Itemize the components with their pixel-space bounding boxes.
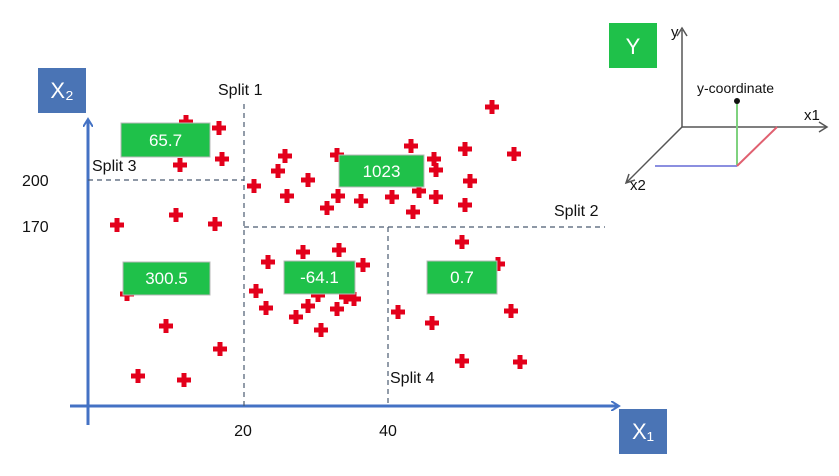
y-output-box: Y <box>609 23 657 68</box>
x2-axis-name-box: X₂ <box>38 68 86 113</box>
data-point-marker <box>385 190 399 204</box>
data-point-marker <box>331 189 345 203</box>
data-point-marker <box>458 142 472 156</box>
data-point-marker <box>296 245 310 259</box>
data-point-marker <box>289 310 303 324</box>
y-tick-200: 200 <box>22 173 49 190</box>
region-value: 65.7 <box>149 131 182 150</box>
x1-axis-name: X₁ <box>632 419 654 444</box>
inset-axis-y-label: y <box>671 24 679 41</box>
data-point-marker <box>458 198 472 212</box>
data-point-marker <box>404 139 418 153</box>
region-value: 0.7 <box>450 268 474 287</box>
split-2-label: Split 2 <box>554 203 599 220</box>
y-tick-170: 170 <box>22 219 49 236</box>
region-box-bottom-left: 300.5 <box>122 261 211 296</box>
data-point-marker <box>391 305 405 319</box>
data-point-marker <box>179 115 193 129</box>
region-box-top-middle: 1023 <box>338 154 425 188</box>
data-point-marker <box>213 342 227 356</box>
x-tick-20: 20 <box>234 423 252 440</box>
data-point-marker <box>332 243 346 257</box>
data-point-marker <box>110 218 124 232</box>
data-point-marker <box>159 319 173 333</box>
data-point-marker <box>425 316 439 330</box>
data-point-marker <box>271 164 285 178</box>
data-point-marker <box>280 189 294 203</box>
inset-axis-x1-label: x1 <box>804 107 820 124</box>
data-point-marker <box>169 208 183 222</box>
data-point-dot <box>734 98 740 104</box>
region-box-top-left: 65.7 <box>120 122 211 158</box>
data-point-marker <box>339 290 353 304</box>
data-point-marker <box>301 299 315 313</box>
data-point-marker <box>412 184 426 198</box>
data-point-marker <box>429 190 443 204</box>
data-point-marker <box>301 173 315 187</box>
data-point-marker <box>208 217 222 231</box>
data-point-marker <box>249 284 263 298</box>
inset-3d-axes: Y y x1 x2 y-coordinate <box>609 23 829 194</box>
y-output-label: Y <box>626 34 641 59</box>
data-point-marker <box>504 304 518 318</box>
data-point-marker <box>491 257 505 271</box>
data-point-marker <box>212 121 226 135</box>
inset-axis-x2-label: x2 <box>630 177 646 194</box>
data-point-marker <box>311 288 325 302</box>
data-point-marker <box>485 100 499 114</box>
region-value: -64.1 <box>300 268 339 287</box>
data-point-marker <box>330 302 344 316</box>
data-point-marker <box>463 174 477 188</box>
data-point-marker <box>261 255 275 269</box>
region-box-bottom-right: 0.7 <box>426 260 498 295</box>
data-points <box>110 100 527 387</box>
data-point-marker <box>455 354 469 368</box>
x2-axis-name: X₂ <box>50 78 73 103</box>
data-point-marker <box>173 158 187 172</box>
y-coordinate-label: y-coordinate <box>697 80 774 96</box>
data-point-marker <box>354 194 368 208</box>
data-point-marker <box>347 292 361 306</box>
data-point-marker <box>455 235 469 249</box>
x-tick-40: 40 <box>379 423 397 440</box>
split-4-label: Split 4 <box>390 370 435 387</box>
inset-x2-axis <box>626 126 683 183</box>
data-point-marker <box>330 148 344 162</box>
data-point-marker <box>314 323 328 337</box>
data-point-marker <box>177 373 191 387</box>
data-point-marker <box>427 152 441 166</box>
x1-axis-name-box: X₁ <box>619 409 667 454</box>
data-point-marker <box>320 201 334 215</box>
region-box-bottom-middle: -64.1 <box>283 260 356 295</box>
data-point-marker <box>215 152 229 166</box>
data-point-marker <box>406 205 420 219</box>
split-3-label: Split 3 <box>92 158 137 175</box>
data-point-marker <box>429 163 443 177</box>
data-point-marker <box>247 179 261 193</box>
projection-red <box>736 126 778 167</box>
data-point-marker <box>259 301 273 315</box>
data-point-marker <box>513 355 527 369</box>
data-point-marker <box>278 149 292 163</box>
region-value: 1023 <box>363 162 401 181</box>
data-point-marker <box>507 147 521 161</box>
region-value: 300.5 <box>145 269 188 288</box>
data-point-marker <box>356 258 370 272</box>
data-point-marker <box>131 369 145 383</box>
split-1-label: Split 1 <box>218 82 263 99</box>
